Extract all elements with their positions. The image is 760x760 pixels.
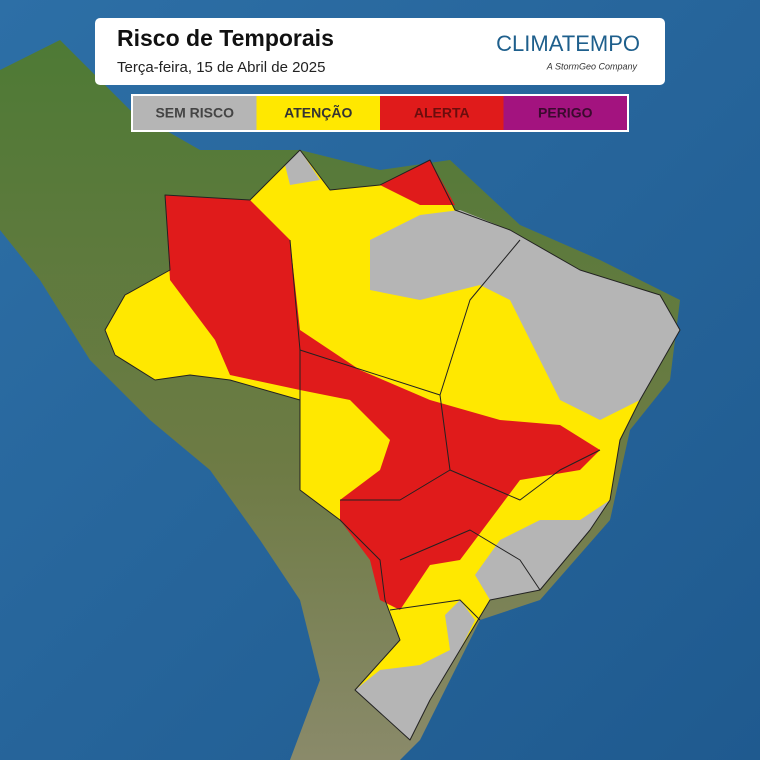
- title: Risco de Temporais: [117, 25, 334, 51]
- border: [104, 149, 681, 741]
- zone-sem-risco: [475, 500, 610, 600]
- zone-alerta: [380, 160, 455, 205]
- zone-sem-risco: [355, 600, 475, 740]
- zone-sem-risco: [370, 210, 680, 420]
- brand-tagline: A StormGeo Company: [546, 61, 638, 71]
- zone-alerta: [165, 195, 600, 610]
- border: [389, 599, 481, 621]
- subtitle: Terça-feira, 15 de Abril de 2025: [117, 59, 325, 76]
- legend-label: SEM RISCO: [155, 105, 234, 121]
- state-borders: [104, 149, 681, 741]
- legend-label: ATENÇÃO: [284, 104, 352, 121]
- border: [340, 394, 451, 501]
- legend: SEM RISCO ATENÇÃO ALERTA PERIGO: [131, 94, 629, 132]
- brand: CLIMATEMPO: [496, 31, 640, 56]
- risk-zones: [105, 150, 680, 740]
- border: [399, 529, 541, 591]
- legend-swatch: [503, 96, 627, 130]
- legend-swatch: [256, 96, 380, 130]
- legend-swatch: [133, 96, 257, 130]
- border: [449, 449, 601, 501]
- zone-sem-risco: [285, 150, 320, 185]
- legend-label: PERIGO: [538, 105, 593, 121]
- legend-swatch: [380, 96, 504, 130]
- header-box: [95, 18, 665, 85]
- legend-label: ALERTA: [414, 105, 470, 121]
